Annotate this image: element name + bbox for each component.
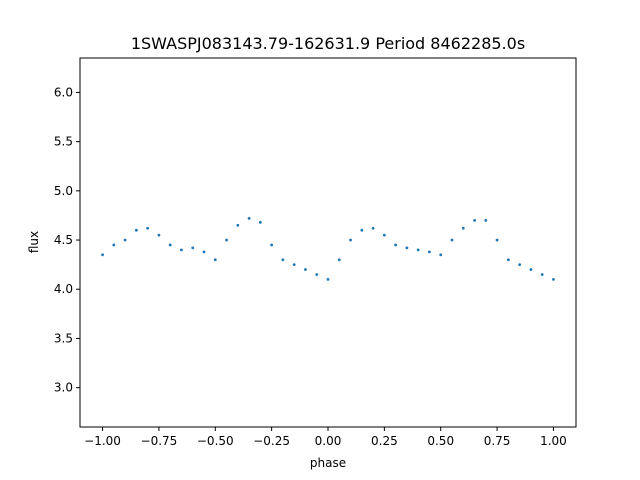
data-point <box>270 243 274 247</box>
chart-title: 1SWASPJ083143.79-162631.9 Period 8462285… <box>131 34 525 53</box>
data-point <box>157 233 161 237</box>
data-point <box>258 220 262 224</box>
data-point <box>371 226 375 230</box>
x-axis-label: phase <box>310 456 346 470</box>
data-point <box>315 273 319 276</box>
x-tick-label: −0.75 <box>141 434 178 448</box>
data-point <box>180 248 183 252</box>
x-tick-label: 1.00 <box>540 434 567 448</box>
data-point <box>495 238 499 242</box>
data-point <box>552 278 555 281</box>
x-axis: −1.00 −0.75 −0.50 −0.25 0.00 0.25 0.50 0.75 1.00 <box>84 427 567 448</box>
data-point <box>191 246 195 250</box>
y-tick-label: 3.5 <box>54 331 73 345</box>
data-point <box>146 226 150 230</box>
data-point <box>123 238 127 242</box>
y-tick-label: 4.0 <box>54 282 73 296</box>
data-point <box>518 263 522 267</box>
data-point <box>337 258 341 262</box>
data-point <box>540 273 544 276</box>
data-points <box>101 216 555 281</box>
data-point <box>349 238 352 242</box>
y-tick-label: 5.5 <box>54 135 73 149</box>
y-tick-label: 4.5 <box>54 233 73 247</box>
data-point <box>506 258 510 262</box>
x-tick-label: 0.75 <box>484 434 511 448</box>
data-point <box>405 246 409 250</box>
data-point <box>281 258 285 262</box>
x-tick-label: −0.25 <box>253 434 290 448</box>
data-point <box>529 268 533 271</box>
data-point <box>168 243 172 247</box>
data-point <box>112 243 116 247</box>
x-tick-label: 0.00 <box>315 434 342 448</box>
data-point <box>484 218 488 222</box>
data-point <box>394 243 398 247</box>
data-point <box>326 278 330 281</box>
data-point <box>225 238 228 242</box>
data-point <box>439 253 443 257</box>
data-point <box>382 233 386 237</box>
x-tick-label: −0.50 <box>197 434 234 448</box>
y-axis-label: flux <box>27 231 41 253</box>
data-point <box>213 258 217 262</box>
data-point <box>304 268 307 271</box>
y-tick-label: 6.0 <box>54 85 73 99</box>
data-point <box>461 226 465 230</box>
data-point <box>450 238 454 242</box>
x-tick-label: 0.50 <box>427 434 454 448</box>
x-tick-label: 0.25 <box>371 434 398 448</box>
data-point <box>428 250 431 254</box>
y-tick-label: 5.0 <box>54 184 73 198</box>
plot-frame <box>79 57 577 428</box>
data-point <box>473 218 476 222</box>
y-axis: 3.0 3.5 4.0 4.5 5.0 5.5 6.0 <box>54 85 80 395</box>
data-point <box>247 216 251 220</box>
data-point <box>134 228 138 232</box>
data-point <box>236 223 240 227</box>
data-point <box>360 228 364 232</box>
data-point <box>101 253 104 257</box>
y-tick-label: 3.0 <box>54 381 73 395</box>
data-point <box>292 263 296 267</box>
data-point <box>416 248 420 252</box>
data-point <box>202 250 206 254</box>
x-tick-label: −1.00 <box>84 434 121 448</box>
